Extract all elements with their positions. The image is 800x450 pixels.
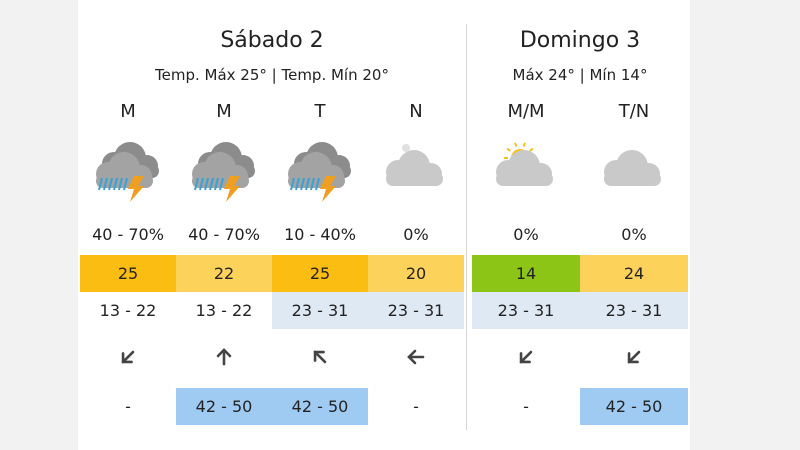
wind-direction-arrow <box>627 350 641 364</box>
wind-speed: 13 - 22 <box>99 301 157 320</box>
precipitation: 0% <box>621 225 647 244</box>
temperature: 24 <box>580 255 688 292</box>
period-label: M <box>120 101 136 122</box>
weather-icon <box>604 150 661 186</box>
wind-speed: 13 - 22 <box>195 301 253 320</box>
precipitation: 40 - 70% <box>92 225 164 244</box>
day-divider <box>466 24 467 430</box>
wind-direction-arrow <box>519 350 533 364</box>
wind-direction-arrow <box>216 348 232 366</box>
wind-gust: 42 - 50 <box>176 388 272 425</box>
weather-icon <box>288 142 351 202</box>
temperature: 14 <box>472 255 580 292</box>
period-label: T/N <box>618 101 650 122</box>
forecast-panel: Sábado 2 Temp. Máx 25° | Temp. Mín 20° M 40… <box>78 0 690 450</box>
period-label: M <box>216 101 232 122</box>
day-subtitle: Temp. Máx 25° | Temp. Mín 20° <box>155 66 389 84</box>
weather-icon <box>96 142 159 202</box>
period-label: M/M <box>507 101 545 122</box>
wind-gust: - <box>125 397 131 416</box>
wind-direction-arrow <box>313 350 327 364</box>
wind-speed: 23 - 31 <box>580 292 688 329</box>
wind-direction-arrow <box>407 349 425 365</box>
precipitation: 10 - 40% <box>284 225 356 244</box>
weather-icon <box>496 142 553 186</box>
precipitation: 0% <box>403 225 429 244</box>
weather-icon <box>386 144 443 186</box>
wind-speed: 23 - 31 <box>272 292 368 329</box>
wind-speed: 23 - 31 <box>472 292 580 329</box>
weather-icon <box>192 142 255 202</box>
wind-direction-arrow <box>121 350 135 364</box>
temperature: 25 <box>272 255 368 292</box>
wind-speed: 23 - 31 <box>368 292 464 329</box>
period-label: N <box>409 101 423 122</box>
precipitation: 0% <box>513 225 539 244</box>
day-subtitle: Máx 24° | Mín 14° <box>512 66 648 84</box>
temperature: 25 <box>80 255 176 292</box>
wind-gust: 42 - 50 <box>580 388 688 425</box>
day-title: Sábado 2 <box>220 28 324 53</box>
day-title: Domingo 3 <box>519 28 641 53</box>
temperature: 22 <box>176 255 272 292</box>
temperature: 20 <box>368 255 464 292</box>
precipitation: 40 - 70% <box>188 225 260 244</box>
wind-gust: - <box>413 397 419 416</box>
wind-gust: 42 - 50 <box>272 388 368 425</box>
wind-gust: - <box>523 397 529 416</box>
period-label: T <box>314 101 326 122</box>
